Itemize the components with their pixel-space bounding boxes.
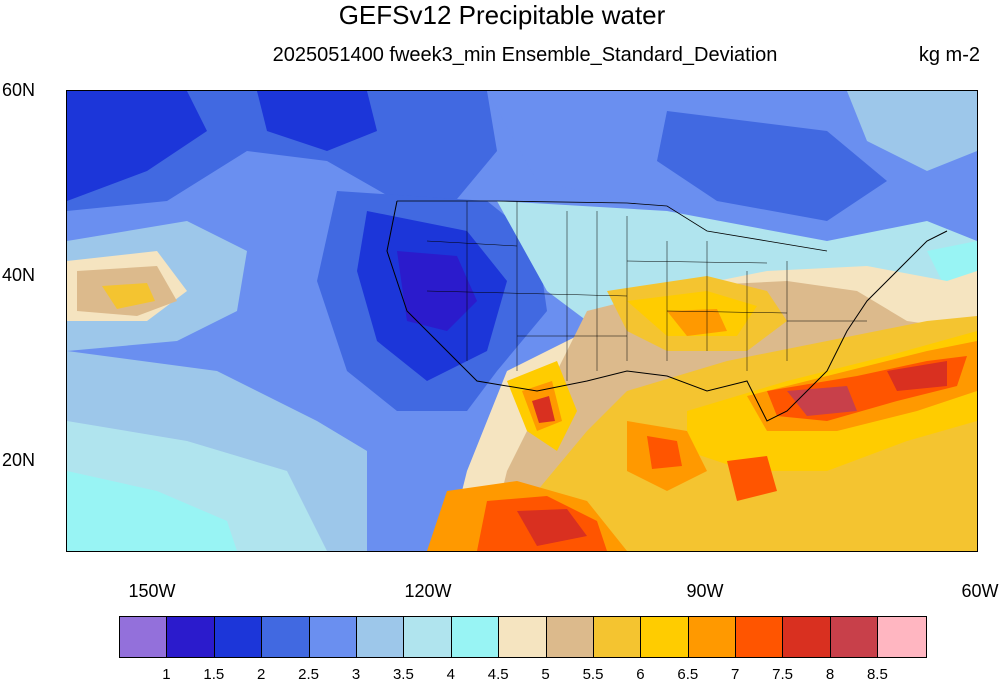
colorbar-swatch (214, 617, 263, 657)
border-outline (397, 200, 828, 252)
colorbar-swatch (356, 617, 405, 657)
colorbar-swatch (262, 617, 310, 657)
colorbar-swatch (404, 617, 452, 657)
colorbar-label: 7 (731, 666, 740, 683)
colorbar-label: 8.5 (866, 666, 888, 683)
colorbar-swatch (167, 617, 215, 657)
colorbar-swatch (546, 617, 594, 657)
coastline-outline (386, 200, 948, 422)
colorbar-label: 3 (351, 666, 361, 683)
colorbar-label: 7.5 (772, 666, 794, 683)
colorbar-label: 8 (825, 666, 835, 683)
units-label: kg m-2 (918, 44, 980, 66)
colorbar-swatch (641, 617, 689, 657)
lat-label-60n: 60N (2, 80, 36, 100)
colorbar-label: 6.5 (677, 666, 699, 683)
colorbar-swatch (451, 617, 500, 657)
lat-label-20n: 20N (2, 450, 36, 470)
precipitable-water-field (67, 91, 977, 551)
lon-label-150w: 150W (128, 581, 176, 601)
map-panel (66, 90, 978, 552)
colorbar-label: 6 (636, 666, 645, 683)
colorbar-swatch (783, 617, 831, 657)
colorbar-label: 4.5 (487, 666, 509, 683)
colorbar-swatch (309, 617, 357, 657)
colorbar-label: 1 (162, 666, 171, 683)
colorbar-label: 2.5 (298, 666, 320, 683)
lon-label-120w: 120W (404, 581, 452, 601)
colorbar-label: 5.5 (582, 666, 604, 683)
colorbar-swatch (688, 617, 737, 657)
colorbar-swatch (736, 617, 784, 657)
colorbar-label: 2 (257, 666, 266, 683)
colorbar-swatch (830, 617, 879, 657)
lon-label-90w: 90W (686, 581, 724, 601)
colorbar-swatch (499, 617, 547, 657)
map-subtitle: 2025051400 fweek3_min Ensemble_Standard_… (272, 44, 778, 66)
colorbar-label: 3.5 (392, 666, 414, 683)
colorbar-swatch (593, 617, 642, 657)
colorbar (119, 616, 927, 658)
lon-label-60w: 60W (961, 581, 999, 601)
state-borders (426, 201, 867, 381)
lat-label-40n: 40N (2, 265, 36, 285)
colorbar-label: 5 (541, 666, 550, 683)
colorbar-label: 1.5 (203, 666, 225, 683)
colorbar-label: 4 (446, 666, 455, 683)
colorbar-swatch (878, 617, 926, 657)
map-title: GEFSv12 Precipitable water (338, 0, 666, 30)
colorbar-swatch (120, 617, 168, 657)
